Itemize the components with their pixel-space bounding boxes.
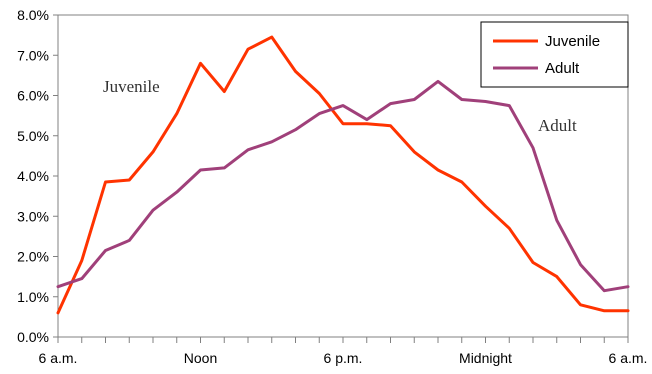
y-tick-label: 3.0% xyxy=(17,208,49,224)
x-axis: 6 a.m. Noon 6 p.m. Midnight 6 a.m. xyxy=(39,337,648,366)
y-tick-label: 4.0% xyxy=(17,168,49,184)
legend-label-juvenile: Juvenile xyxy=(545,33,600,50)
y-tick-label: 0.0% xyxy=(17,329,49,345)
y-tick-label: 8.0% xyxy=(17,7,49,23)
legend-box xyxy=(480,21,629,88)
legend-label-adult: Adult xyxy=(545,60,580,77)
y-tick-label: 2.0% xyxy=(17,249,49,265)
x-tick-label: 6 a.m. xyxy=(39,350,78,366)
series-line-adult xyxy=(56,79,630,293)
annotation-adult: Adult xyxy=(538,116,577,135)
series-line-juvenile xyxy=(56,35,630,315)
y-tick-label: 7.0% xyxy=(17,47,49,63)
x-tick-label: 6 a.m. xyxy=(609,350,648,366)
y-tick-label: 5.0% xyxy=(17,128,49,144)
x-tick-label: Midnight xyxy=(459,350,512,366)
y-tick-label: 1.0% xyxy=(17,289,49,305)
y-axis: 0.0% 1.0% 2.0% 3.0% 4.0% 5.0% 6.0% 7.0% 8.0% xyxy=(17,7,58,345)
series-layer xyxy=(56,35,630,315)
x-tick-label: Noon xyxy=(184,350,217,366)
x-tick-label: 6 p.m. xyxy=(324,350,363,366)
annotation-juvenile: Juvenile xyxy=(103,77,160,96)
legend: Juvenile Adult xyxy=(480,21,629,88)
y-tick-label: 6.0% xyxy=(17,88,49,104)
